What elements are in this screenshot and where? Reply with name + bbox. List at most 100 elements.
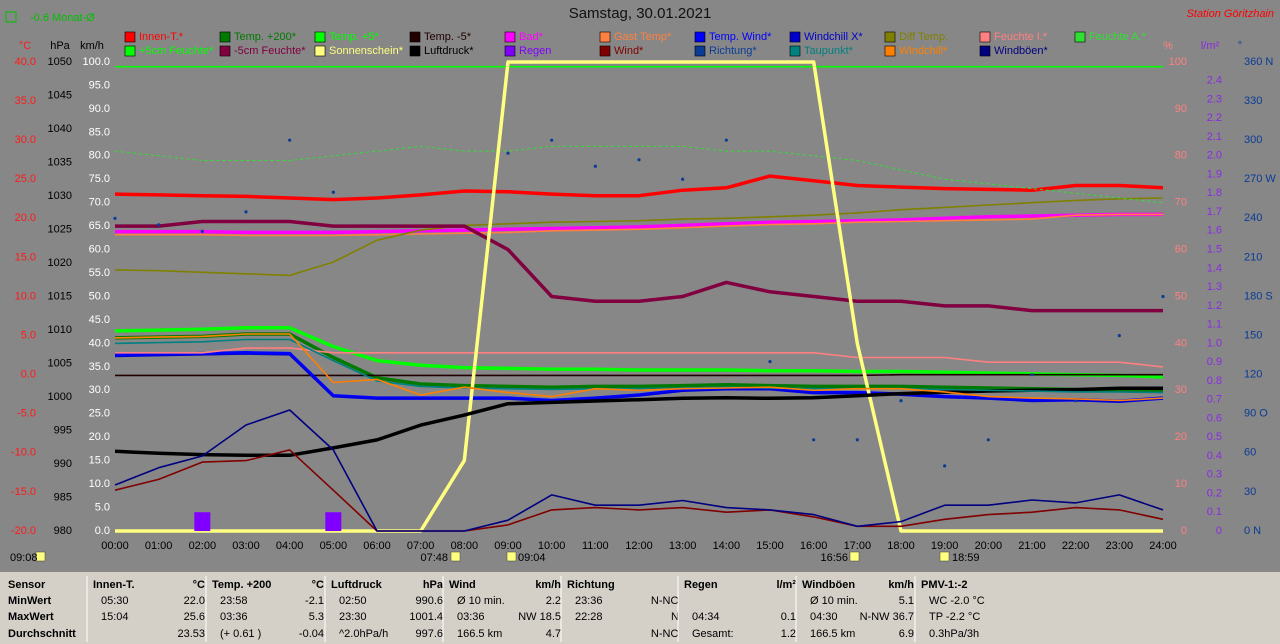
y-tick-label: 85.0 (89, 126, 110, 138)
cell-value: 0.1 (781, 611, 796, 623)
legend-swatch (314, 31, 326, 43)
legend-swatch (504, 31, 516, 43)
y-tick-label: 0 N (1244, 525, 1261, 537)
legend-swatch (884, 45, 896, 57)
y-tick-label: 0.5 (1207, 431, 1222, 443)
series-line (114, 449, 1164, 532)
series-line (114, 326, 1164, 379)
column-header: PMV-1:-2 (921, 579, 967, 591)
legend-label: Wind* (614, 45, 644, 57)
legend-label: +5cm Feuchte* (139, 45, 214, 57)
y-tick-label: 60 (1175, 244, 1187, 256)
y-tick-label: 0.8 (1207, 375, 1222, 387)
direction-dot (899, 399, 903, 403)
legend-label: Sonnenschein* (329, 45, 404, 57)
y-tick-label: 0.1 (1207, 506, 1222, 518)
y-tick-label: 40.0 (15, 56, 36, 68)
y-tick-label: 20.0 (15, 212, 36, 224)
x-tick-label: 07:00 (407, 540, 435, 552)
legend-label: Gast Temp* (614, 31, 672, 43)
cell-value: 990.6 (415, 595, 443, 607)
direction-dot (637, 158, 641, 162)
x-tick-label: 05:00 (320, 540, 348, 552)
y-tick-label: 2.1 (1207, 131, 1222, 143)
y-tick-label: -15.0 (11, 486, 36, 498)
cell-label: 166.5 km (457, 628, 502, 640)
legend-swatch (789, 31, 801, 43)
legend-swatch (219, 31, 231, 43)
series-line (114, 145, 1164, 204)
cell-label: Gesamt: (692, 628, 734, 640)
legend-label: Windchill* (899, 45, 948, 57)
direction-dot (724, 138, 728, 142)
direction-dot (506, 151, 510, 155)
direction-dot (1030, 373, 1034, 377)
legend-swatch (409, 31, 421, 43)
series-line (114, 353, 1164, 403)
y-tick-label: 1.1 (1207, 319, 1222, 331)
y-tick-label: 70.0 (89, 197, 110, 209)
y-tick-label: 60.0 (89, 244, 110, 256)
cell-label: Ø 10 min. (457, 595, 505, 607)
direction-dot (768, 360, 772, 364)
y-tick-label: 1.5 (1207, 244, 1222, 256)
y-tick-label: 25.0 (15, 173, 36, 185)
y-tick-label: 100.0 (82, 56, 110, 68)
cell-value: 1001.4 (409, 611, 443, 623)
legend-swatch (694, 31, 706, 43)
direction-dot (855, 438, 859, 442)
y-tick-label: 15.0 (89, 455, 110, 467)
column-header: Wind (449, 579, 476, 591)
series-line (115, 212, 1163, 235)
series-line (115, 219, 1163, 313)
y-tick-label: 45.0 (89, 314, 110, 326)
y-tick-label: 985 (54, 491, 72, 503)
x-tick-label: 20:00 (975, 540, 1003, 552)
cell-label: TP -2.2 °C (929, 611, 980, 623)
stats-background (0, 572, 1280, 644)
x-tick-label: 22:00 (1062, 540, 1090, 552)
series-line (114, 351, 1164, 403)
legend-label: Temp. +5* (329, 31, 380, 43)
sun-icon (35, 551, 46, 562)
y-tick-label: 1.4 (1207, 262, 1222, 274)
y-tick-label: 40.0 (89, 337, 110, 349)
cell-label: Ø 10 min. (810, 595, 858, 607)
y-tick-label: 2.4 (1207, 75, 1222, 87)
y-tick-label: 150 (1244, 329, 1262, 341)
sun-icon (849, 551, 860, 562)
x-tick-label: 02:00 (189, 540, 217, 552)
direction-dot (986, 438, 990, 442)
direction-dot (157, 223, 161, 227)
station-name: Station Göritzhain (1187, 8, 1274, 20)
rain-bar (194, 512, 211, 531)
legend-label: Windchill X* (804, 31, 863, 43)
y-tick-label: 55.0 (89, 267, 110, 279)
y-tick-label: 50 (1175, 290, 1187, 302)
column-header: Innen-T. (93, 579, 135, 591)
legend-swatch (979, 45, 991, 57)
y-tick-label: 30 (1244, 486, 1256, 498)
cell-value: N (671, 611, 679, 623)
direction-dot (200, 229, 204, 233)
sun-moon-time: 09:08 (10, 552, 38, 564)
y-tick-label: 10.0 (15, 290, 36, 302)
chart-title: Samstag, 30.01.2021 (569, 5, 712, 22)
y-tick-label: 990 (54, 458, 72, 470)
column-header: Luftdruck (331, 579, 383, 591)
y-tick-label: 120 (1244, 369, 1262, 381)
y-tick-label: 1.6 (1207, 225, 1222, 237)
y-tick-label: 0.3 (1207, 469, 1222, 481)
y-tick-label: 30.0 (89, 384, 110, 396)
legend-swatch (219, 45, 231, 57)
x-tick-label: 17:00 (844, 540, 872, 552)
y-tick-label: 1050 (48, 56, 72, 68)
cell-value: 22.0 (184, 595, 205, 607)
series-line (114, 197, 1164, 277)
y-tick-label: 1040 (48, 123, 72, 135)
y-tick-label: 1.8 (1207, 187, 1222, 199)
direction-dot (812, 438, 816, 442)
x-tick-label: 09:00 (494, 540, 522, 552)
direction-dot (331, 190, 335, 194)
sun-moon-time: 09:04 (518, 552, 546, 564)
